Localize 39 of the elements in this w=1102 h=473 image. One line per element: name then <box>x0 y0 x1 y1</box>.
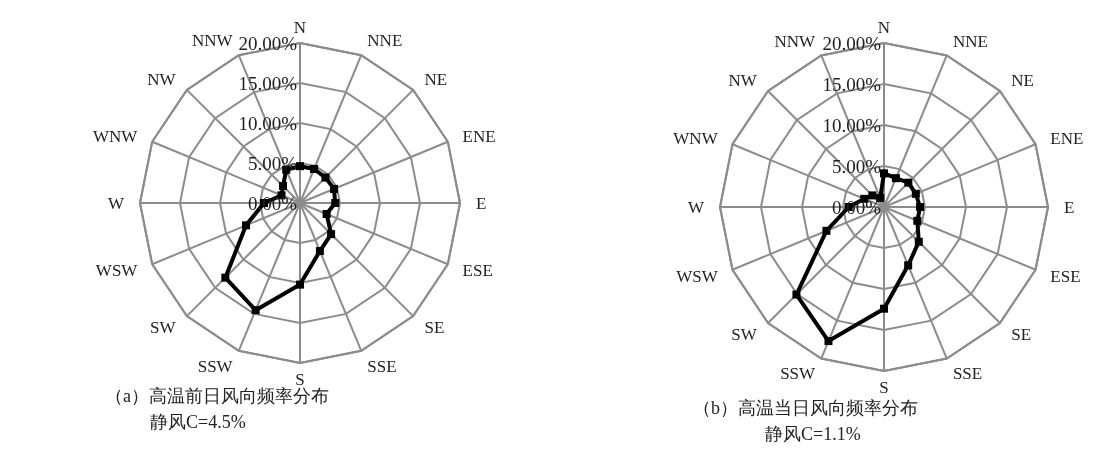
spoke-label: SE <box>1011 325 1032 345</box>
spoke-label: SSE <box>367 356 397 376</box>
spoke-label: NNE <box>367 31 403 51</box>
y-tick-label: 15.00% <box>238 73 298 94</box>
spoke-label: NNE <box>952 31 988 51</box>
spoke-label: SW <box>731 325 758 345</box>
spoke-label: NNW <box>192 31 234 51</box>
spoke-label: W <box>687 198 705 217</box>
spoke-label: WSW <box>95 261 139 281</box>
spoke-label: WSW <box>676 266 719 286</box>
text: 静风C=1.1% <box>765 424 861 444</box>
y-tick-label: 5.00% <box>831 156 882 177</box>
y-tick-label: 15.00% <box>822 74 882 95</box>
spoke-label: NE <box>424 69 448 89</box>
spoke-label: NE <box>1011 70 1034 90</box>
spoke-label: WNW <box>673 129 719 149</box>
spoke-label: ESE <box>462 261 493 281</box>
y-tick-label: 5.00% <box>247 153 298 174</box>
spoke-label: SSE <box>952 364 983 384</box>
spoke-label: SW <box>150 318 177 338</box>
y-tick-label: 10.00% <box>822 115 882 136</box>
spoke-label: ENE <box>462 126 496 146</box>
spoke-label: WNW <box>93 126 139 146</box>
text: 静风C=4.5% <box>150 412 246 432</box>
spoke-label: SE <box>424 318 445 338</box>
spoke-label: W <box>107 194 125 213</box>
spoke-label: NNW <box>774 31 817 51</box>
spoke-label: S <box>879 378 889 397</box>
spoke-label: E <box>1064 198 1075 217</box>
spoke-label: SSW <box>197 356 234 376</box>
y-tick-label: 10.00% <box>238 113 298 134</box>
spoke-label: SSW <box>780 364 817 384</box>
spoke-label: ESE <box>1050 266 1081 286</box>
text: （a）高温前日风向频率分布 <box>105 386 329 406</box>
spoke-label: ENE <box>1050 129 1084 149</box>
spoke-label: NW <box>728 70 758 90</box>
text: （b）高温当日风向频率分布 <box>693 398 918 418</box>
spoke-label: NW <box>147 69 177 89</box>
spoke-label: E <box>476 194 487 213</box>
